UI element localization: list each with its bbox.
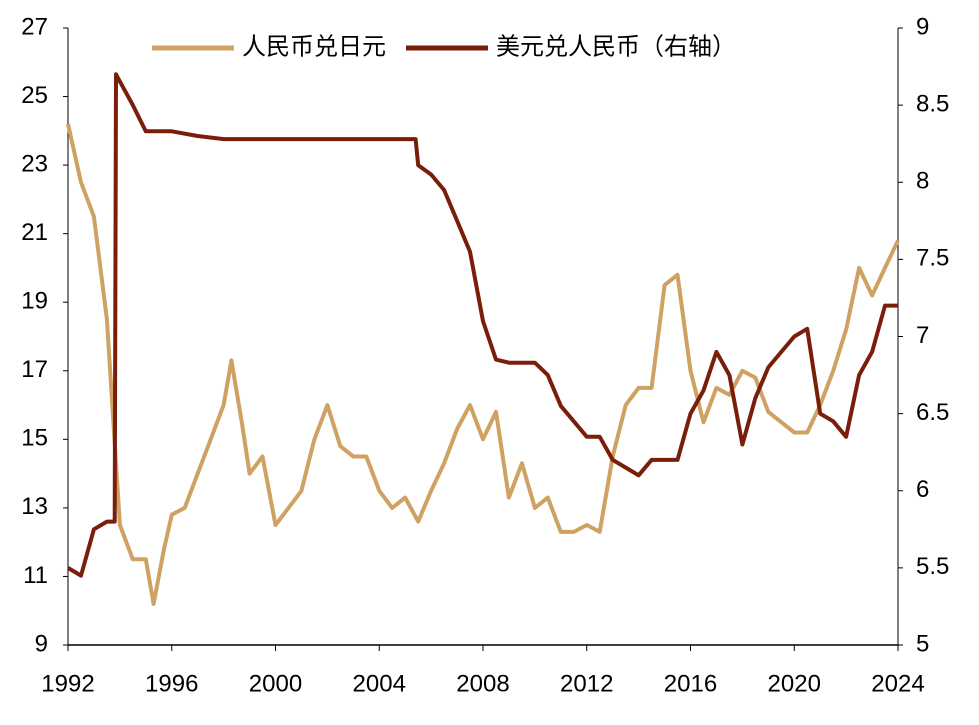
- y-tick-label: 21: [21, 219, 48, 246]
- x-tick-label: 2000: [249, 670, 302, 697]
- y2-tick-label: 7.5: [916, 245, 949, 272]
- x-tick-label: 2024: [871, 670, 924, 697]
- y-tick-label: 19: [21, 288, 48, 315]
- x-tick-label: 2008: [456, 670, 509, 697]
- x-tick-label: 2004: [353, 670, 406, 697]
- x-tick-label: 2012: [560, 670, 613, 697]
- y-tick-label: 27: [21, 13, 48, 40]
- y2-tick-label: 5.5: [916, 553, 949, 580]
- y2-tick-label: 6.5: [916, 399, 949, 426]
- legend-label: 美元兑人民币（右轴）: [496, 33, 736, 60]
- y-tick-label: 9: [35, 630, 48, 657]
- y-tick-label: 17: [21, 356, 48, 383]
- line-series: [66, 72, 898, 578]
- legend-label: 人民币兑日元: [242, 33, 386, 60]
- y2-tick-label: 9: [916, 13, 929, 40]
- x-tick-label: 2016: [664, 670, 717, 697]
- x-tick-label: 2020: [768, 670, 821, 697]
- y2-tick-label: 5: [916, 630, 929, 657]
- y2-tick-label: 8: [916, 168, 929, 195]
- y2-tick-label: 6: [916, 476, 929, 503]
- y2-tick-label: 8.5: [916, 90, 949, 117]
- y-tick-label: 15: [21, 425, 48, 452]
- y-tick-label: 11: [23, 562, 48, 589]
- line-series: [66, 123, 900, 606]
- y-tick-label: 23: [21, 150, 48, 177]
- x-tick-label: 1992: [41, 670, 94, 697]
- y2-tick-label: 7: [916, 322, 929, 349]
- y-tick-label: 13: [21, 493, 48, 520]
- x-tick-label: 1996: [145, 670, 198, 697]
- y-tick-label: 25: [21, 82, 48, 109]
